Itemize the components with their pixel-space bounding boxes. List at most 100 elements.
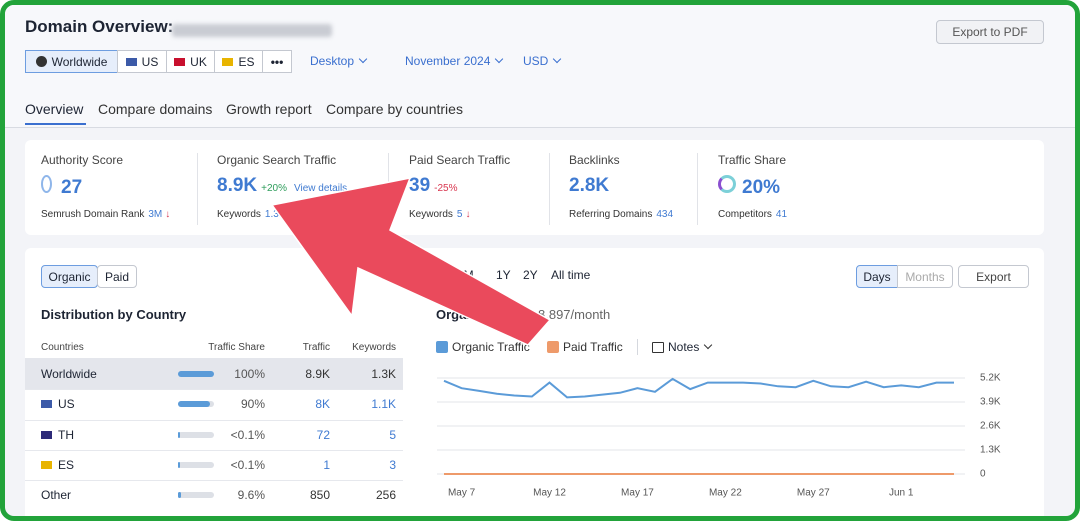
share-value: 9.6% bbox=[237, 488, 265, 503]
sub-label: Keywords bbox=[217, 209, 261, 220]
notes-label: Notes bbox=[668, 340, 700, 354]
sub-value: 3M bbox=[148, 209, 163, 220]
page-title: Domain Overview: bbox=[25, 17, 174, 36]
share-track bbox=[178, 461, 214, 468]
location-tab[interactable]: Worldwide bbox=[25, 50, 118, 73]
metric-label: Paid Search Traffic bbox=[409, 153, 511, 167]
traffic-value: 1 bbox=[323, 457, 330, 472]
y-tick-label: 1.3K bbox=[980, 445, 1001, 456]
chart-export-button[interactable]: Export bbox=[958, 265, 1029, 288]
nav-tab[interactable]: Growth report bbox=[226, 101, 312, 117]
row-line bbox=[25, 419, 403, 421]
keywords-value: 256 bbox=[375, 488, 396, 503]
source-toggle[interactable]: Paid bbox=[97, 265, 137, 288]
sub-value: 41 bbox=[775, 209, 788, 220]
column-header: Keywords bbox=[352, 342, 396, 353]
country-name: Other bbox=[41, 488, 72, 503]
traffic-value: 8.9K bbox=[305, 367, 330, 381]
share-value: <0.1% bbox=[230, 457, 265, 472]
flag bbox=[41, 460, 52, 469]
date-dropdown[interactable]: November 2024 bbox=[405, 54, 504, 68]
x-tick-label: May 7 bbox=[448, 488, 476, 499]
location-label: ES bbox=[238, 54, 255, 69]
nav-tab[interactable]: Compare by countries bbox=[326, 101, 463, 117]
location-label: ••• bbox=[270, 54, 284, 69]
metric-label: Authority Score bbox=[41, 153, 124, 167]
traffic-value: 8K bbox=[315, 397, 330, 412]
location-tab[interactable]: UK bbox=[166, 50, 215, 73]
device-dropdown[interactable]: Desktop bbox=[310, 54, 368, 68]
traffic-value: 850 bbox=[309, 488, 330, 503]
blurred-domain bbox=[172, 24, 332, 37]
flag bbox=[41, 400, 52, 409]
row-line bbox=[25, 480, 403, 482]
y-tick-label: 2.6K bbox=[980, 421, 1001, 432]
location-label: Worldwide bbox=[51, 54, 108, 69]
granularity-button[interactable]: Months bbox=[897, 265, 953, 288]
metric-value-row: 27 bbox=[41, 175, 82, 199]
x-tick-label: Jun 1 bbox=[889, 488, 914, 499]
sub-label: Competitors bbox=[718, 209, 772, 220]
source-toggle[interactable]: Organic bbox=[41, 265, 98, 288]
sub-label: Referring Domains bbox=[569, 209, 653, 220]
metric-value: 8.9K bbox=[217, 175, 258, 196]
share-bar bbox=[178, 401, 211, 408]
x-tick-label: May 17 bbox=[621, 488, 654, 499]
section-title: Distribution by Country bbox=[41, 307, 187, 322]
metric-sub: Referring Domains 434 bbox=[569, 209, 673, 220]
nav-tab[interactable]: Overview bbox=[25, 101, 84, 117]
keywords-value: 5 bbox=[389, 427, 396, 442]
currency-dropdown[interactable]: USD bbox=[523, 54, 562, 68]
country-name: US bbox=[58, 397, 75, 412]
metric-sub: Competitors 41 bbox=[718, 209, 787, 220]
sub-label: Semrush Domain Rank bbox=[41, 209, 145, 220]
active-tab-underline bbox=[25, 123, 86, 125]
row-line bbox=[25, 389, 403, 391]
share-value: <0.1% bbox=[230, 427, 265, 442]
country-name: Worldwide bbox=[41, 367, 97, 381]
share-bar bbox=[178, 492, 182, 499]
divider bbox=[697, 153, 698, 225]
share-track bbox=[178, 431, 214, 438]
score-icon bbox=[41, 175, 52, 193]
period-button[interactable]: All time bbox=[551, 268, 591, 282]
flag bbox=[41, 430, 52, 439]
keywords-value: 1.3K bbox=[371, 367, 396, 381]
globe-icon bbox=[35, 56, 47, 67]
column-header: Traffic Share bbox=[208, 342, 265, 353]
metric-value: 27 bbox=[61, 177, 83, 198]
location-tab[interactable]: ••• bbox=[262, 50, 292, 73]
metric-label: Traffic Share bbox=[718, 153, 787, 167]
metric-value-row: 20% bbox=[718, 175, 780, 199]
location-tab[interactable]: ES bbox=[214, 50, 263, 73]
location-label: UK bbox=[190, 54, 207, 69]
country-cell: US bbox=[41, 397, 75, 411]
metric-sub: Semrush Domain Rank 3M ↓ bbox=[41, 209, 170, 220]
share-bar bbox=[178, 461, 180, 468]
share-value: 100% bbox=[234, 367, 265, 381]
notes-dropdown[interactable]: Notes bbox=[668, 340, 713, 354]
flag bbox=[174, 57, 186, 66]
metric-value: 2.8K bbox=[569, 175, 610, 196]
x-tick-label: May 27 bbox=[797, 488, 830, 499]
row-highlight bbox=[25, 358, 403, 389]
divider bbox=[637, 339, 638, 355]
sub-trend: ↓ bbox=[165, 209, 171, 220]
currency-label: USD bbox=[523, 54, 549, 68]
flag bbox=[222, 57, 234, 66]
country-cell: TH bbox=[41, 428, 74, 442]
legend-label[interactable]: Paid Traffic bbox=[563, 340, 623, 354]
metric-value-row: 2.8K bbox=[569, 175, 609, 197]
traffic-value: 72 bbox=[316, 427, 330, 442]
y-tick-label: 3.9K bbox=[980, 397, 1001, 408]
x-tick-label: May 12 bbox=[533, 488, 566, 499]
share-value: 90% bbox=[240, 397, 265, 412]
country-name: TH bbox=[58, 427, 74, 442]
date-label: November 2024 bbox=[405, 54, 491, 68]
location-tab[interactable]: US bbox=[117, 50, 167, 73]
export-pdf-button[interactable]: Export to PDF bbox=[936, 20, 1044, 44]
chart-subtitle: 8,897/month bbox=[538, 307, 611, 322]
nav-tab[interactable]: Compare domains bbox=[98, 101, 213, 117]
granularity-button[interactable]: Days bbox=[856, 265, 898, 288]
